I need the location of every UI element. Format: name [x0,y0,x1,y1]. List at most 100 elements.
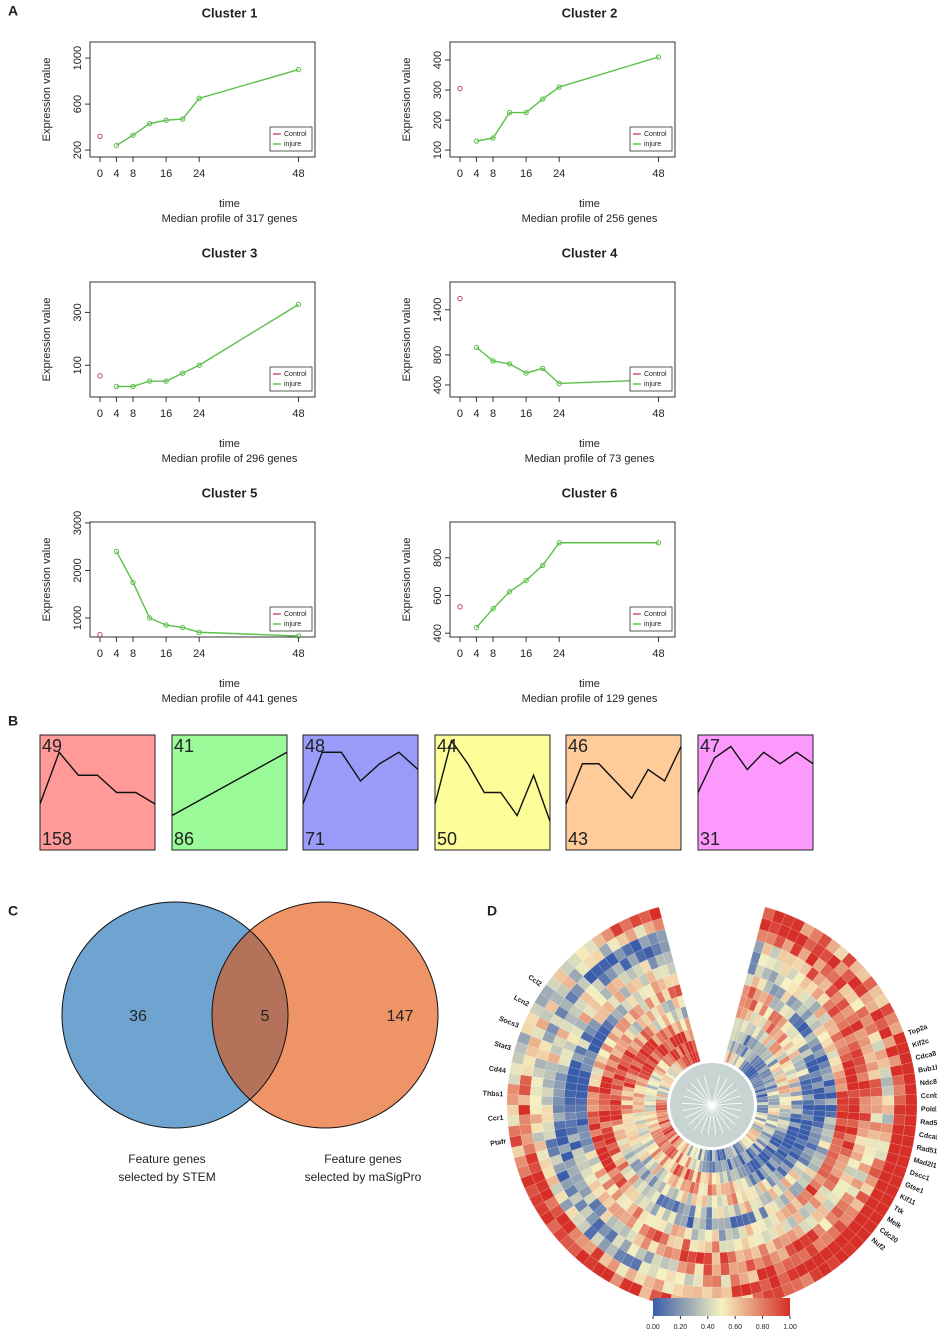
heatmap-cell [903,1125,917,1138]
heatmap-cell [849,1150,864,1163]
legend-label: Control [284,611,307,618]
legend-box [269,366,313,392]
data-point [146,120,153,127]
heatmap-cell [606,1031,621,1044]
chart-title: Cluster 6 [562,485,618,500]
heatmap-cell [884,1183,900,1199]
heatmap-cell [688,1052,697,1065]
y-axis-label: Expression value [41,298,53,382]
heatmap-cell [847,1089,860,1099]
heatmap-cell [892,1164,908,1179]
legend-label: Control [644,131,667,138]
heatmap-cell [808,1267,824,1283]
heatmap-cell [516,1164,532,1179]
heatmap-cell [790,1108,803,1115]
gene-label: Cd44 [488,1065,506,1075]
data-point [179,624,186,631]
heatmap-cell [813,1104,826,1112]
heatmap-cell [519,1074,533,1087]
data-point [196,362,202,368]
heatmap-cell [817,1261,833,1278]
profile-line [302,751,419,805]
heatmap-cell [645,1058,658,1069]
heatmap-cell [904,1114,917,1127]
heatmap-cell [529,1192,545,1208]
heatmap-cell [741,984,751,998]
heatmap-cell [816,1203,831,1218]
heatmap-cell [641,1065,654,1075]
heatmap-cell [751,1171,762,1184]
heatmap-cell [538,1039,553,1053]
heatmap-cell [574,945,591,962]
heatmap-cell [584,1211,600,1226]
x-tick-label: 48 [292,408,304,420]
y-tick-label: 3000 [72,511,84,535]
heatmap-cell [787,1125,800,1134]
heatmap-cell [828,1143,842,1155]
heatmap-cell [662,950,674,965]
heatmap-cell [891,1074,905,1087]
heatmap-cell [635,1051,649,1063]
plot-frame [449,521,676,638]
profile-id: 47 [700,736,720,756]
gene-label: Ccnb2 [921,1092,937,1100]
heatmap-cell [727,1145,736,1158]
panel-label: C [8,903,18,919]
heatmap-cell [672,1034,682,1047]
heatmap-cell [506,1104,519,1116]
heatmap-cell [589,1072,603,1082]
heatmap-cell [529,1113,543,1125]
heatmap-cell [744,1258,757,1273]
heatmap-cell [734,1249,746,1263]
heatmap-cell [741,1136,753,1148]
chart-title: Cluster 5 [202,485,258,500]
heatmap-cell [721,1285,733,1299]
heatmap-cell [756,1095,769,1101]
x-tick-label: 24 [193,168,205,180]
legend-label: injure [644,381,661,388]
heatmap-cell [725,1170,733,1183]
heatmap-cell [870,1086,883,1097]
heatmap-cell [591,932,607,949]
colorbar-tick-label: 0.20 [674,1324,688,1331]
heatmap-cell [786,1215,800,1230]
heatmap-cell [595,1053,609,1065]
y-tick-label: 600 [432,586,444,604]
x-tick-label: 16 [520,168,532,180]
heatmap-cell [655,1045,667,1058]
y-axis-label: Expression value [401,538,413,622]
heatmap-cell [692,1274,704,1288]
y-tick-label: 400 [432,624,444,642]
heatmap-cell [533,1057,548,1070]
heatmap-cell [520,1021,536,1036]
heatmap-cell [554,1005,570,1020]
heatmap-cell [695,1251,705,1265]
dendrogram-branch [711,1104,724,1134]
chart-title: Cluster 1 [202,5,258,20]
colorbar-tick-label: 0.40 [701,1324,715,1331]
profile-count: 43 [568,829,588,849]
heatmap-cell [808,1196,823,1210]
heatmap-cell [848,1097,861,1106]
y-tick-label: 200 [432,111,444,129]
heatmap-cell [747,1146,758,1158]
heatmap-cell [791,1100,803,1106]
heatmap-cell [524,1011,540,1027]
heatmap-cell [507,1114,520,1127]
plot-frame [89,41,316,158]
x-tick-label: 0 [457,168,463,180]
heatmap-cell [539,984,556,1000]
heatmap-cell [633,1088,646,1095]
heatmap-cell [543,1069,557,1081]
y-tick-label: 100 [72,356,84,374]
heatmap-cell [805,1141,819,1152]
heatmap-cell [659,939,671,954]
heatmap-cell [859,1182,875,1197]
heatmap-cell [598,1104,611,1112]
heatmap-cell [847,1219,863,1235]
heatmap-cell [767,1107,780,1113]
heatmap-cell [693,1263,704,1276]
chart-subtitle: Median profile of 296 genes [162,453,298,465]
plot-frame [89,281,316,398]
heatmap-cell [803,1166,818,1179]
